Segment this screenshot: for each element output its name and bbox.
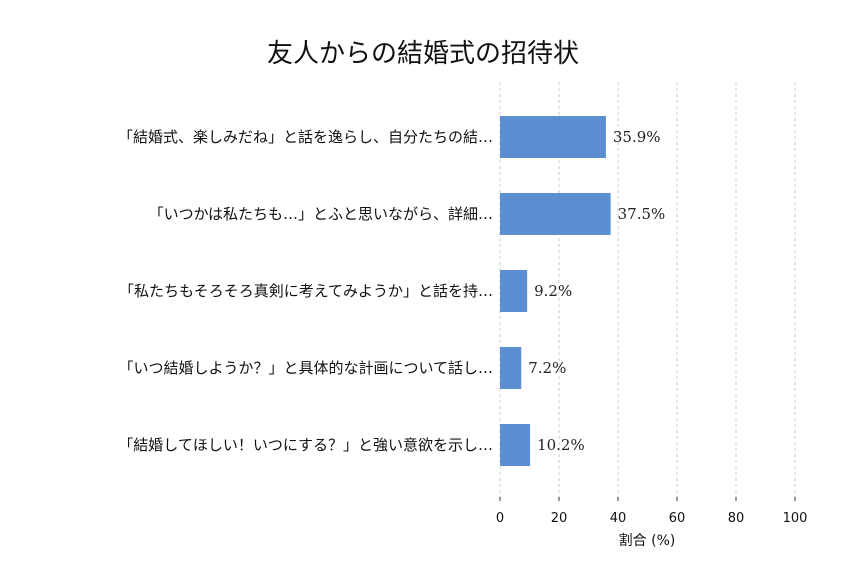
chart-title: 友人からの結婚式の招待状 (267, 39, 579, 69)
x-axis-ticks: 0 20 40 60 80 100 (496, 497, 808, 526)
bars (500, 116, 611, 466)
x-axis-title: 割合 (%) (619, 532, 676, 549)
x-tick-label: 80 (728, 511, 745, 526)
bar (500, 424, 531, 466)
category-label: 「結婚式、楽しみだね」と話を逸らし、自分たちの結… (118, 128, 493, 146)
category-label: 「私たちもそろそろ真剣に考えてみようか」と話を持… (119, 282, 493, 300)
category-label: 「結婚してほしい！いつにする？」と強い意欲を示し… (118, 436, 493, 454)
bar (500, 193, 611, 235)
x-tick-label: 0 (496, 511, 504, 526)
x-tick-label: 100 (783, 511, 808, 526)
x-tick-label: 60 (669, 511, 686, 526)
category-label: 「いつかは私たちも…」とふと思いながら、詳細… (149, 205, 493, 223)
x-tick-label: 40 (610, 511, 627, 526)
x-tick-label: 20 (551, 511, 568, 526)
bar-value-label: 9.2% (534, 282, 572, 300)
category-labels: 「結婚式、楽しみだね」と話を逸らし、自分たちの結… 「いつかは私たちも…」とふと思… (118, 128, 493, 454)
bar (500, 347, 522, 389)
bar-value-label: 10.2% (537, 436, 585, 454)
bar (500, 270, 528, 312)
bar-value-label: 7.2% (528, 359, 566, 377)
value-labels: 35.9% 37.5% 9.2% 7.2% 10.2% (528, 128, 665, 454)
bar (500, 116, 606, 158)
bar-value-label: 35.9% (613, 128, 661, 146)
category-label: 「いつ結婚しようか？」と具体的な計画について話し… (118, 359, 493, 377)
bar-value-label: 37.5% (618, 205, 666, 223)
